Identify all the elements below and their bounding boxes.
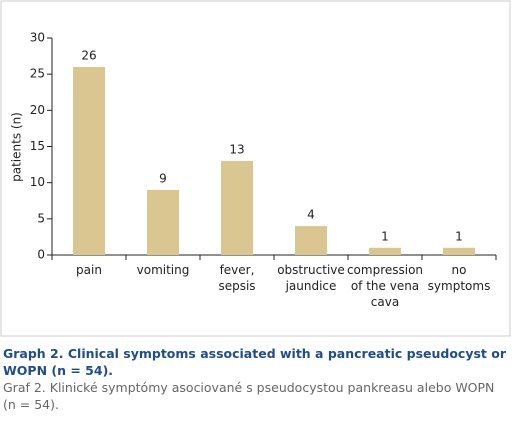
x-tick-label: no symptoms xyxy=(427,263,491,293)
x-tick-label: compression of the vena cava xyxy=(346,263,424,309)
y-tick-label: 25 xyxy=(30,67,45,81)
y-tick-label: 20 xyxy=(30,103,45,117)
bar xyxy=(221,160,253,255)
chart: patients (n) 0 5 10 15 20 25 30 26 9 13 4 1 1 xyxy=(0,0,511,337)
value-label: 1 xyxy=(381,229,389,243)
x-tick-label: vomiting xyxy=(136,263,190,277)
value-label: 4 xyxy=(307,208,315,222)
value-label: 13 xyxy=(229,142,244,156)
x-tick-label: fever, sepsis xyxy=(218,263,256,293)
caption-subtitle: Graf 2. Klinické symptómy asociované s p… xyxy=(3,380,495,412)
bar xyxy=(73,66,105,255)
y-tick-label: 30 xyxy=(30,31,45,45)
bar xyxy=(369,247,401,255)
y-tick-label: 15 xyxy=(30,139,45,153)
y-tick-label: 0 xyxy=(37,248,45,262)
frame xyxy=(0,0,511,337)
caption: Graph 2. Clinical symptoms associated wi… xyxy=(3,345,508,413)
value-label: 26 xyxy=(81,48,96,62)
x-tick-label: obstructive jaundice xyxy=(277,263,345,293)
value-label: 1 xyxy=(455,229,463,243)
x-tick-label: pain xyxy=(76,263,102,277)
bar xyxy=(295,226,327,255)
value-label: 9 xyxy=(159,171,167,185)
y-tick-label: 10 xyxy=(30,175,45,189)
y-tick-label: 5 xyxy=(37,211,45,225)
bar xyxy=(443,247,475,255)
bar xyxy=(147,189,179,255)
caption-title: Graph 2. Clinical symptoms associated wi… xyxy=(3,346,507,378)
y-axis-label: patients (n) xyxy=(10,112,24,182)
